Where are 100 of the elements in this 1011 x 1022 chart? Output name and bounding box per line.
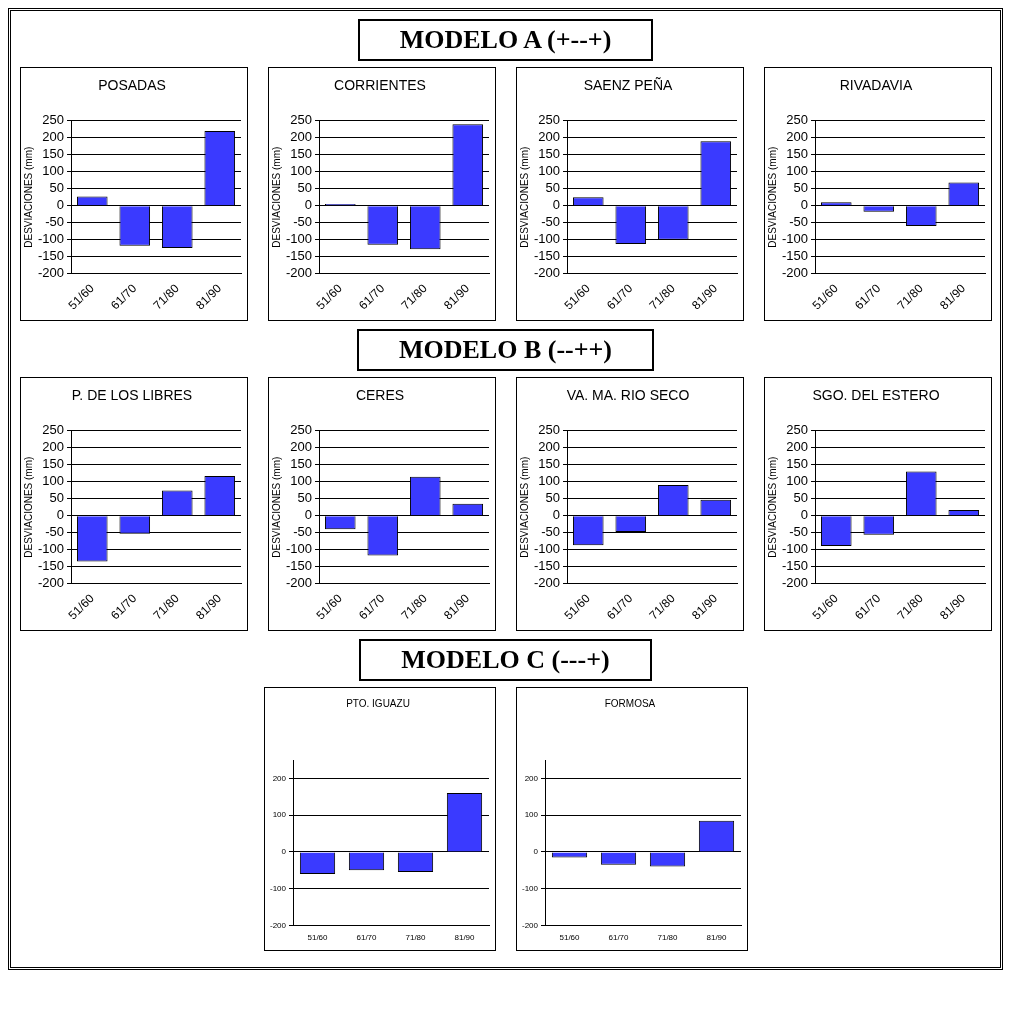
y-axis-title: DESVIACIONES (mm) bbox=[22, 146, 34, 248]
y-tick-label: -200 bbox=[521, 920, 539, 930]
y-tick-label: -50 bbox=[44, 214, 64, 230]
chart-title: SGO. DEL ESTERO bbox=[811, 387, 940, 404]
y-tick-label: -150 bbox=[533, 558, 560, 574]
y-tick-label: 100 bbox=[537, 473, 560, 489]
y-tick-label: 0 bbox=[552, 197, 560, 213]
y-tick-label: -50 bbox=[292, 214, 312, 230]
y-tick-label: 50 bbox=[793, 490, 808, 506]
y-axis-title: DESVIACIONES (mm) bbox=[766, 456, 778, 558]
y-tick-label: 200 bbox=[537, 129, 560, 145]
y-tick-label: -50 bbox=[540, 214, 560, 230]
y-tick-label: -150 bbox=[781, 558, 808, 574]
x-tick-label: 61/70 bbox=[607, 933, 629, 943]
y-tick-label: -50 bbox=[788, 524, 808, 540]
chart-title: RIVADAVIA bbox=[839, 77, 913, 94]
y-tick-label: -200 bbox=[269, 920, 287, 930]
y-tick-label: 250 bbox=[537, 422, 560, 438]
y-tick-label: -50 bbox=[540, 524, 560, 540]
text: MODELO A (+--+) bbox=[357, 19, 654, 61]
y-tick-label: 0 bbox=[56, 197, 64, 213]
y-tick-label: -100 bbox=[781, 231, 808, 247]
chart-title: FORMOSA bbox=[604, 697, 656, 709]
y-tick-label: 150 bbox=[289, 456, 312, 472]
y-tick-label: 100 bbox=[537, 163, 560, 179]
x-tick-label: 61/70 bbox=[355, 933, 377, 943]
y-tick-label: -200 bbox=[285, 575, 312, 591]
y-tick-label: 200 bbox=[785, 439, 808, 455]
y-tick-label: -100 bbox=[269, 883, 287, 893]
y-tick-label: -200 bbox=[781, 575, 808, 591]
y-tick-label: 50 bbox=[297, 490, 312, 506]
y-tick-label: 0 bbox=[800, 507, 808, 523]
y-tick-label: -150 bbox=[285, 248, 312, 264]
y-axis-title: DESVIACIONES (mm) bbox=[270, 146, 282, 248]
y-tick-label: -50 bbox=[292, 524, 312, 540]
x-tick-label: 51/60 bbox=[306, 933, 328, 943]
x-tick-label: 81/90 bbox=[705, 933, 727, 943]
y-tick-label: 50 bbox=[49, 490, 64, 506]
y-tick-label: -100 bbox=[533, 231, 560, 247]
chart-title: POSADAS bbox=[97, 77, 166, 94]
x-tick-label: 51/60 bbox=[558, 933, 580, 943]
y-tick-label: 150 bbox=[785, 456, 808, 472]
y-tick-label: -200 bbox=[37, 265, 64, 281]
y-tick-label: 150 bbox=[537, 146, 560, 162]
y-tick-label: 0 bbox=[552, 507, 560, 523]
y-tick-label: 0 bbox=[304, 197, 312, 213]
y-tick-label: 150 bbox=[537, 456, 560, 472]
chart-title: P. DE LOS LIBRES bbox=[71, 387, 192, 404]
y-tick-label: -150 bbox=[533, 248, 560, 264]
y-axis-title: DESVIACIONES (mm) bbox=[518, 146, 530, 248]
chart-title: CORRIENTES bbox=[333, 77, 426, 94]
y-tick-label: 250 bbox=[289, 422, 312, 438]
y-axis-title: DESVIACIONES (mm) bbox=[766, 146, 778, 248]
y-tick-label: -150 bbox=[781, 248, 808, 264]
y-tick-label: 200 bbox=[537, 439, 560, 455]
y-tick-label: -200 bbox=[285, 265, 312, 281]
text: MODELO C (---+) bbox=[359, 639, 652, 681]
y-tick-label: -200 bbox=[533, 575, 560, 591]
y-tick-label: -200 bbox=[533, 265, 560, 281]
y-tick-label: 50 bbox=[793, 180, 808, 196]
y-tick-label: 200 bbox=[41, 129, 64, 145]
y-axis-title: DESVIACIONES (mm) bbox=[270, 456, 282, 558]
chart-title: SAENZ PEÑA bbox=[583, 77, 673, 94]
y-tick-label: 250 bbox=[537, 112, 560, 128]
y-tick-label: 100 bbox=[785, 473, 808, 489]
y-tick-label: -150 bbox=[37, 558, 64, 574]
y-tick-label: -100 bbox=[533, 541, 560, 557]
y-tick-label: 0 bbox=[56, 507, 64, 523]
y-tick-label: 200 bbox=[524, 773, 539, 783]
y-tick-label: -50 bbox=[788, 214, 808, 230]
x-tick-label: 81/90 bbox=[453, 933, 475, 943]
y-tick-label: 200 bbox=[41, 439, 64, 455]
y-tick-label: 100 bbox=[41, 163, 64, 179]
y-tick-label: 200 bbox=[272, 773, 287, 783]
y-tick-label: 150 bbox=[41, 456, 64, 472]
y-tick-label: -100 bbox=[521, 883, 539, 893]
y-tick-label: -100 bbox=[285, 541, 312, 557]
y-tick-label: 200 bbox=[785, 129, 808, 145]
y-tick-label: 0 bbox=[800, 197, 808, 213]
y-tick-label: 100 bbox=[289, 473, 312, 489]
y-tick-label: 0 bbox=[304, 507, 312, 523]
y-tick-label: 100 bbox=[41, 473, 64, 489]
y-tick-label: 150 bbox=[289, 146, 312, 162]
y-tick-label: 250 bbox=[785, 422, 808, 438]
y-tick-label: -100 bbox=[37, 231, 64, 247]
y-tick-label: 150 bbox=[785, 146, 808, 162]
y-tick-label: -100 bbox=[37, 541, 64, 557]
y-tick-label: 150 bbox=[41, 146, 64, 162]
y-tick-label: -100 bbox=[285, 231, 312, 247]
x-tick-label: 71/80 bbox=[656, 933, 678, 943]
y-tick-label: -100 bbox=[781, 541, 808, 557]
y-tick-label: 100 bbox=[785, 163, 808, 179]
x-tick-label: 71/80 bbox=[404, 933, 426, 943]
y-tick-label: -200 bbox=[781, 265, 808, 281]
y-tick-label: 250 bbox=[41, 422, 64, 438]
y-tick-label: -150 bbox=[285, 558, 312, 574]
y-tick-label: 100 bbox=[289, 163, 312, 179]
y-tick-label: 250 bbox=[785, 112, 808, 128]
y-tick-label: 50 bbox=[545, 490, 560, 506]
y-tick-label: 0 bbox=[281, 847, 287, 857]
